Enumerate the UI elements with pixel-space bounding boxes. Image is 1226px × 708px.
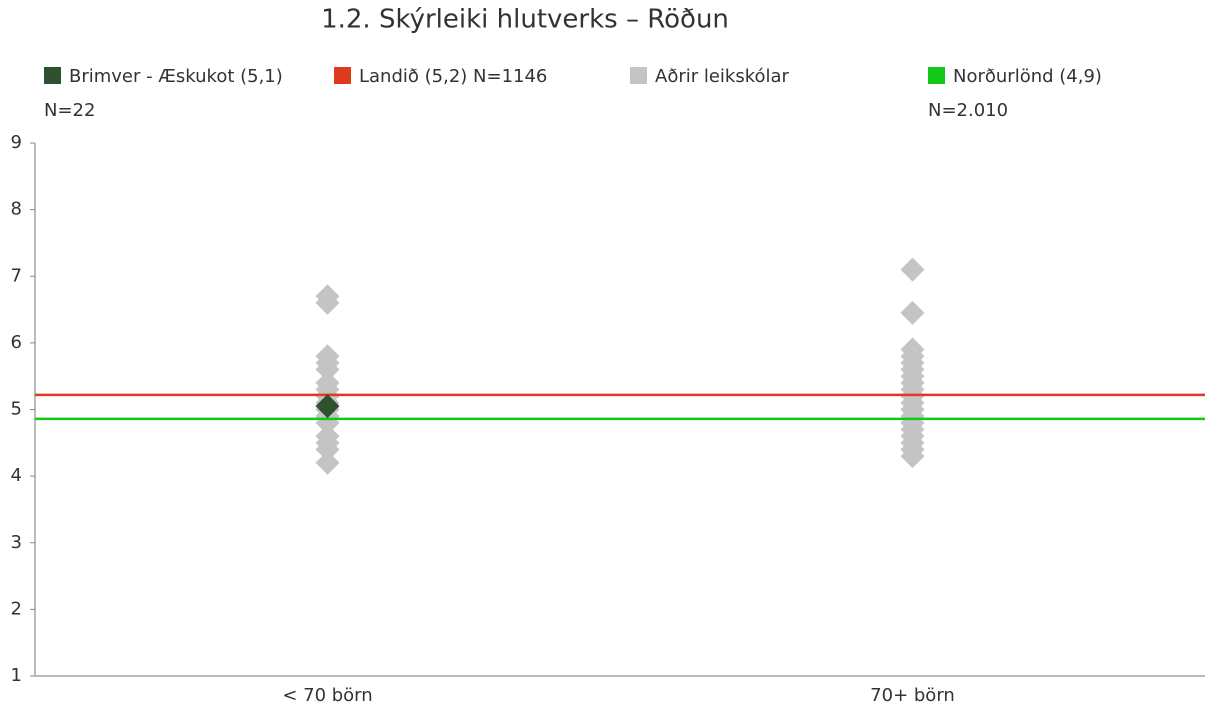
y-tick-label: 9 <box>11 132 22 153</box>
point <box>315 437 340 462</box>
y-tick-label: 7 <box>11 265 22 286</box>
point <box>900 444 925 469</box>
legend-item: Norðurlönd (4,9) N=2.010 <box>928 60 1168 128</box>
legend-label: Norðurlönd (4,9) N=2.010 <box>928 66 1102 121</box>
legend-swatch <box>334 67 351 84</box>
y-tick-label: 8 <box>11 199 22 220</box>
legend-swatch <box>630 67 647 84</box>
point <box>900 257 925 282</box>
legend-item: Landið (5,2) N=1146 <box>334 60 624 94</box>
x-tick-label: 70+ börn <box>870 685 955 706</box>
point <box>315 450 340 475</box>
legend-label: Aðrir leikskólar <box>655 66 789 87</box>
point <box>315 410 340 435</box>
legend-swatch <box>44 67 61 84</box>
legend-item: Brimver - Æskukot (5,1) N=22 <box>44 60 336 128</box>
point <box>315 357 340 382</box>
legend-label: Landið (5,2) N=1146 <box>359 66 548 87</box>
y-tick-label: 1 <box>11 665 22 686</box>
y-tick-label: 2 <box>11 598 22 619</box>
legend-swatch <box>928 67 945 84</box>
x-tick-label: < 70 börn <box>282 685 372 706</box>
y-tick-label: 5 <box>11 399 22 420</box>
chart-title: 1.2. Skýrleiki hlutverks – Röðun <box>321 5 729 35</box>
y-tick-label: 6 <box>11 332 22 353</box>
legend-item: Aðrir leikskólar <box>630 60 920 94</box>
legend-label: Brimver - Æskukot (5,1) N=22 <box>44 66 283 121</box>
point <box>900 300 925 325</box>
point <box>315 394 340 419</box>
y-tick-label: 4 <box>11 465 22 486</box>
point <box>315 290 340 315</box>
y-tick-label: 3 <box>11 532 22 553</box>
